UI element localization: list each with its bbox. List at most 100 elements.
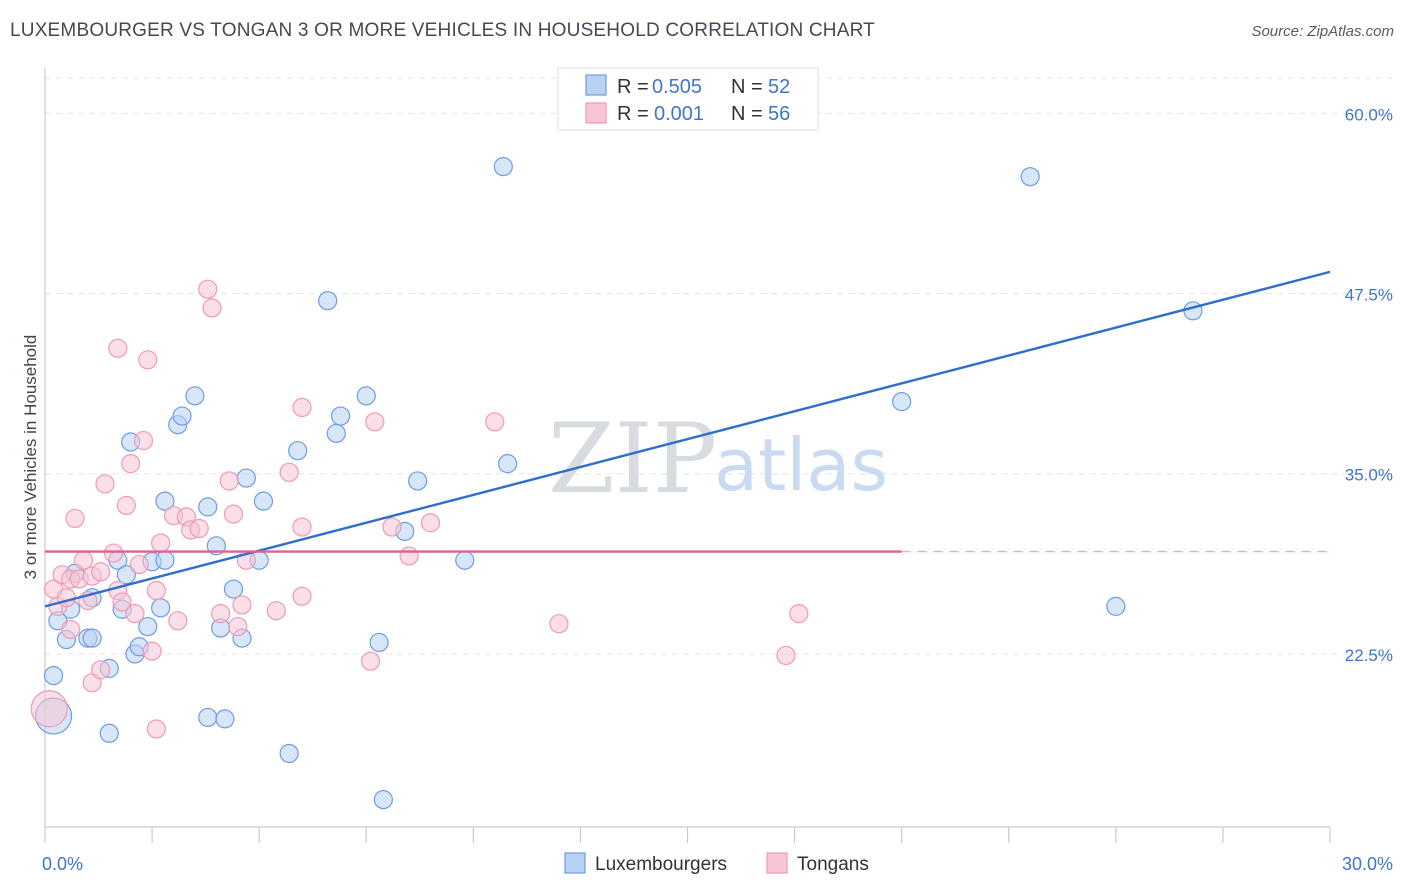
luxembourger-point	[498, 454, 518, 474]
tongan-point	[292, 397, 312, 418]
tongan-point	[95, 474, 115, 494]
tongan-point	[549, 614, 569, 634]
tongan-point	[266, 601, 286, 621]
tongan-point	[189, 518, 209, 539]
bottom-legend-label-tongans: Tongans	[797, 854, 869, 875]
tongan-point	[360, 651, 381, 671]
luxembourger-point	[356, 386, 376, 406]
tongan-point	[138, 350, 158, 370]
luxembourger-point	[155, 491, 175, 511]
tongan-point	[365, 412, 385, 432]
tongan-point	[146, 580, 166, 601]
tongan-point	[112, 592, 132, 612]
luxembourger-point	[223, 579, 244, 599]
luxembourger-point	[1020, 167, 1040, 187]
luxembourger-trendline	[44, 270, 1331, 608]
luxembourger-point	[892, 392, 912, 412]
luxembourger-point	[455, 550, 475, 570]
luxembourger-point	[151, 598, 171, 618]
legend-r-label-1: R =	[617, 76, 649, 98]
legend-n-value-1: 52	[768, 76, 790, 98]
points-layer	[30, 157, 1203, 810]
luxembourger-point	[43, 665, 64, 686]
luxembourger-point	[155, 550, 175, 570]
tongan-point	[776, 645, 796, 666]
watermark-zip: ZIP	[548, 403, 717, 515]
tongan-point	[420, 513, 441, 533]
tongan-point	[73, 550, 94, 570]
tongan-point	[211, 603, 231, 624]
tongan-point	[146, 719, 166, 739]
tongan-point	[485, 412, 505, 432]
y-tick-label: 47.5%	[1345, 285, 1393, 304]
bottom-legend-label-luxembourgers: Luxembourgers	[595, 854, 727, 875]
tongan-point	[202, 298, 222, 318]
legend-swatch-tongans	[585, 102, 607, 124]
tongan-point	[30, 690, 68, 728]
legend-r-value-1: 0.505	[652, 76, 702, 98]
legend-r-value-2: 0.001	[654, 103, 704, 125]
tongan-point	[65, 508, 85, 529]
tongan-point	[219, 471, 239, 491]
luxembourger-point	[198, 707, 218, 728]
tongan-point	[142, 641, 162, 661]
tongan-point	[103, 543, 124, 563]
tongan-point	[789, 603, 809, 624]
legend-swatch-luxembourgers	[585, 74, 607, 96]
tongan-point	[125, 603, 145, 624]
tongan-point	[116, 495, 136, 516]
bottom-legend: Luxembourgers Tongans	[564, 852, 869, 875]
luxembourger-point	[373, 790, 393, 810]
tongan-point	[292, 517, 312, 537]
tongan-point	[56, 588, 77, 608]
x-tick-label: 30.0%	[1342, 854, 1393, 874]
luxembourger-point	[198, 497, 218, 517]
tongan-point	[399, 546, 419, 566]
tongan-point	[151, 533, 171, 553]
tongan-point	[133, 430, 154, 451]
luxembourger-point	[206, 536, 226, 556]
luxembourger-point	[493, 157, 513, 177]
y-tick-label: 22.5%	[1345, 646, 1393, 665]
axis-layer: 22.5% 35.0% 47.5% 60.0% 0.0% 30.0%	[42, 68, 1393, 874]
tongan-point	[121, 454, 141, 474]
tongan-point	[198, 279, 218, 299]
bottom-legend-swatch-tongans	[766, 852, 788, 874]
top-legend: R = 0.505 N = 52 R = 0.001 N = 56	[557, 67, 819, 131]
luxembourger-point	[326, 423, 346, 443]
luxembourger-point	[82, 628, 102, 648]
luxembourger-point	[369, 632, 389, 653]
tongan-point	[232, 595, 252, 615]
tongan-point	[91, 660, 111, 680]
tongan-point	[108, 338, 128, 358]
luxembourger-point	[253, 491, 274, 511]
luxembourger-point	[99, 723, 119, 743]
luxembourger-point	[1183, 301, 1203, 321]
tongan-point	[279, 462, 299, 482]
tongan-point	[61, 619, 81, 640]
legend-n-value-2: 56	[768, 103, 790, 125]
y-axis-label: 3 or more Vehicles in Household	[21, 335, 40, 580]
luxembourger-point	[215, 709, 235, 729]
luxembourger-point	[288, 441, 308, 461]
luxembourger-point	[116, 565, 136, 585]
tongan-point	[382, 517, 402, 537]
watermark: ZIP atlas	[548, 403, 888, 515]
luxembourger-point	[138, 616, 158, 637]
luxembourger-point	[408, 471, 428, 491]
tongan-point	[168, 611, 188, 631]
chart-source: Source: ZipAtlas.com	[1251, 23, 1394, 40]
watermark-atlas: atlas	[714, 423, 888, 507]
legend-n-label-2: N =	[731, 103, 763, 125]
y-tick-label: 60.0%	[1345, 105, 1393, 124]
tongan-point	[292, 586, 312, 606]
luxembourger-point	[318, 291, 338, 311]
legend-n-label-1: N =	[731, 76, 763, 98]
x-tick-label: 0.0%	[42, 854, 83, 874]
tongan-point	[91, 562, 111, 582]
tongan-point	[223, 504, 244, 524]
luxembourger-point	[330, 406, 351, 426]
luxembourger-point	[185, 386, 205, 406]
luxembourger-point	[279, 743, 299, 764]
